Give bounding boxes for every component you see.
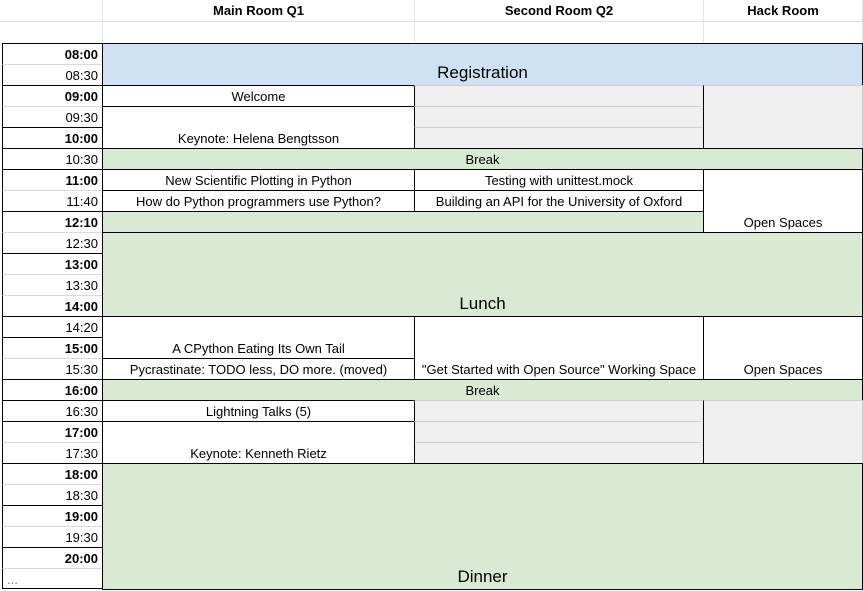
event-title: Registration <box>437 63 528 82</box>
time-slot: 19:00 <box>2 505 103 526</box>
event-keynote1[interactable]: Keynote: Helena Bengtsson <box>102 106 415 149</box>
empty-cell <box>415 22 704 43</box>
time-slot: 15:00 <box>2 337 103 358</box>
event-title: Open Spaces <box>743 215 823 230</box>
event-lunch[interactable]: Lunch <box>102 232 863 317</box>
header-time-cell <box>0 0 103 22</box>
event-welcome[interactable]: Welcome <box>102 85 415 107</box>
unused-slot[interactable] <box>414 127 704 149</box>
unused-slot[interactable] <box>414 442 704 464</box>
event-registration[interactable]: Registration <box>102 43 863 86</box>
event-title: Building an API for the University of Ox… <box>435 193 683 209</box>
event-title: Testing with unittest.mock <box>484 172 634 188</box>
time-slot: 14:20 <box>2 316 103 337</box>
time-slot: ... <box>2 568 103 589</box>
event-pycrastinate[interactable]: Pycrastinate: TODO less, DO more. (moved… <box>102 358 415 380</box>
time-slot: 09:00 <box>2 85 103 106</box>
time-slot: 10:00 <box>2 127 103 148</box>
time-slot: 08:30 <box>2 64 103 85</box>
event-title: Lunch <box>459 294 506 313</box>
time-slot: 13:00 <box>2 253 103 274</box>
event-keynote2[interactable]: Keynote: Kenneth Rietz <box>102 421 415 464</box>
time-slot: 13:30 <box>2 274 103 295</box>
event-oxford[interactable]: Building an API for the University of Ox… <box>414 190 704 212</box>
empty-cell <box>704 22 863 43</box>
event-title: Open Spaces <box>743 362 823 377</box>
event-title: Break <box>465 382 500 398</box>
empty-cell <box>0 22 103 43</box>
time-slot: 11:40 <box>2 190 103 211</box>
event-title: Keynote: Kenneth Rietz <box>190 446 327 461</box>
unused-slot[interactable] <box>703 85 863 149</box>
unused-slot[interactable] <box>414 400 704 422</box>
unused-slot[interactable] <box>414 106 704 128</box>
event-title: How do Python programmers use Python? <box>136 193 381 209</box>
event-break2[interactable]: Break <box>102 379 863 401</box>
event-title: Pycrastinate: TODO less, DO more. (moved… <box>129 361 388 377</box>
time-slot: 12:30 <box>2 232 103 253</box>
time-slot: 10:30 <box>2 148 103 169</box>
time-slot: 16:30 <box>2 400 103 421</box>
unused-slot[interactable] <box>102 211 704 233</box>
event-break1[interactable]: Break <box>102 148 863 170</box>
header-hack-room: Hack Room <box>704 0 863 22</box>
event-title: Lightning Talks (5) <box>205 403 312 419</box>
empty-cell <box>103 22 415 43</box>
unused-slot[interactable] <box>414 421 704 443</box>
event-title: "Get Started with Open Source" Working S… <box>421 362 697 377</box>
event-title: Break <box>465 151 500 167</box>
time-slot: 15:30 <box>2 358 103 379</box>
event-mock[interactable]: Testing with unittest.mock <box>414 169 704 191</box>
event-open1[interactable]: Open Spaces <box>703 169 863 233</box>
header-second-room: Second Room Q2 <box>415 0 704 22</box>
time-slot: 14:00 <box>2 295 103 316</box>
event-cpython[interactable]: A CPython Eating Its Own Tail <box>102 316 415 359</box>
event-lightning[interactable]: Lightning Talks (5) <box>102 400 415 422</box>
event-opensource[interactable]: "Get Started with Open Source" Working S… <box>414 316 704 380</box>
time-slot: 12:10 <box>2 211 103 232</box>
time-slot: 18:00 <box>2 463 103 484</box>
header-main-room: Main Room Q1 <box>103 0 415 22</box>
time-slot: 19:30 <box>2 526 103 547</box>
event-title: Dinner <box>457 567 508 586</box>
unused-slot[interactable] <box>414 85 704 107</box>
event-title: Keynote: Helena Bengtsson <box>177 131 340 146</box>
event-plotting[interactable]: New Scientific Plotting in Python <box>102 169 415 191</box>
unused-slot[interactable] <box>703 400 863 464</box>
time-slot: 16:00 <box>2 379 103 400</box>
event-howdo[interactable]: How do Python programmers use Python? <box>102 190 415 212</box>
time-slot: 20:00 <box>2 547 103 568</box>
event-title: A CPython Eating Its Own Tail <box>172 341 345 356</box>
event-dinner[interactable]: Dinner <box>102 463 863 590</box>
time-slot: 08:00 <box>2 43 103 64</box>
time-slot: 11:00 <box>2 169 103 190</box>
time-slot: 17:00 <box>2 421 103 442</box>
event-open2[interactable]: Open Spaces <box>703 316 863 380</box>
time-slot: 17:30 <box>2 442 103 463</box>
event-title: New Scientific Plotting in Python <box>165 172 352 188</box>
time-slot: 09:30 <box>2 106 103 127</box>
time-slot: 18:30 <box>2 484 103 505</box>
event-title: Welcome <box>231 88 286 104</box>
